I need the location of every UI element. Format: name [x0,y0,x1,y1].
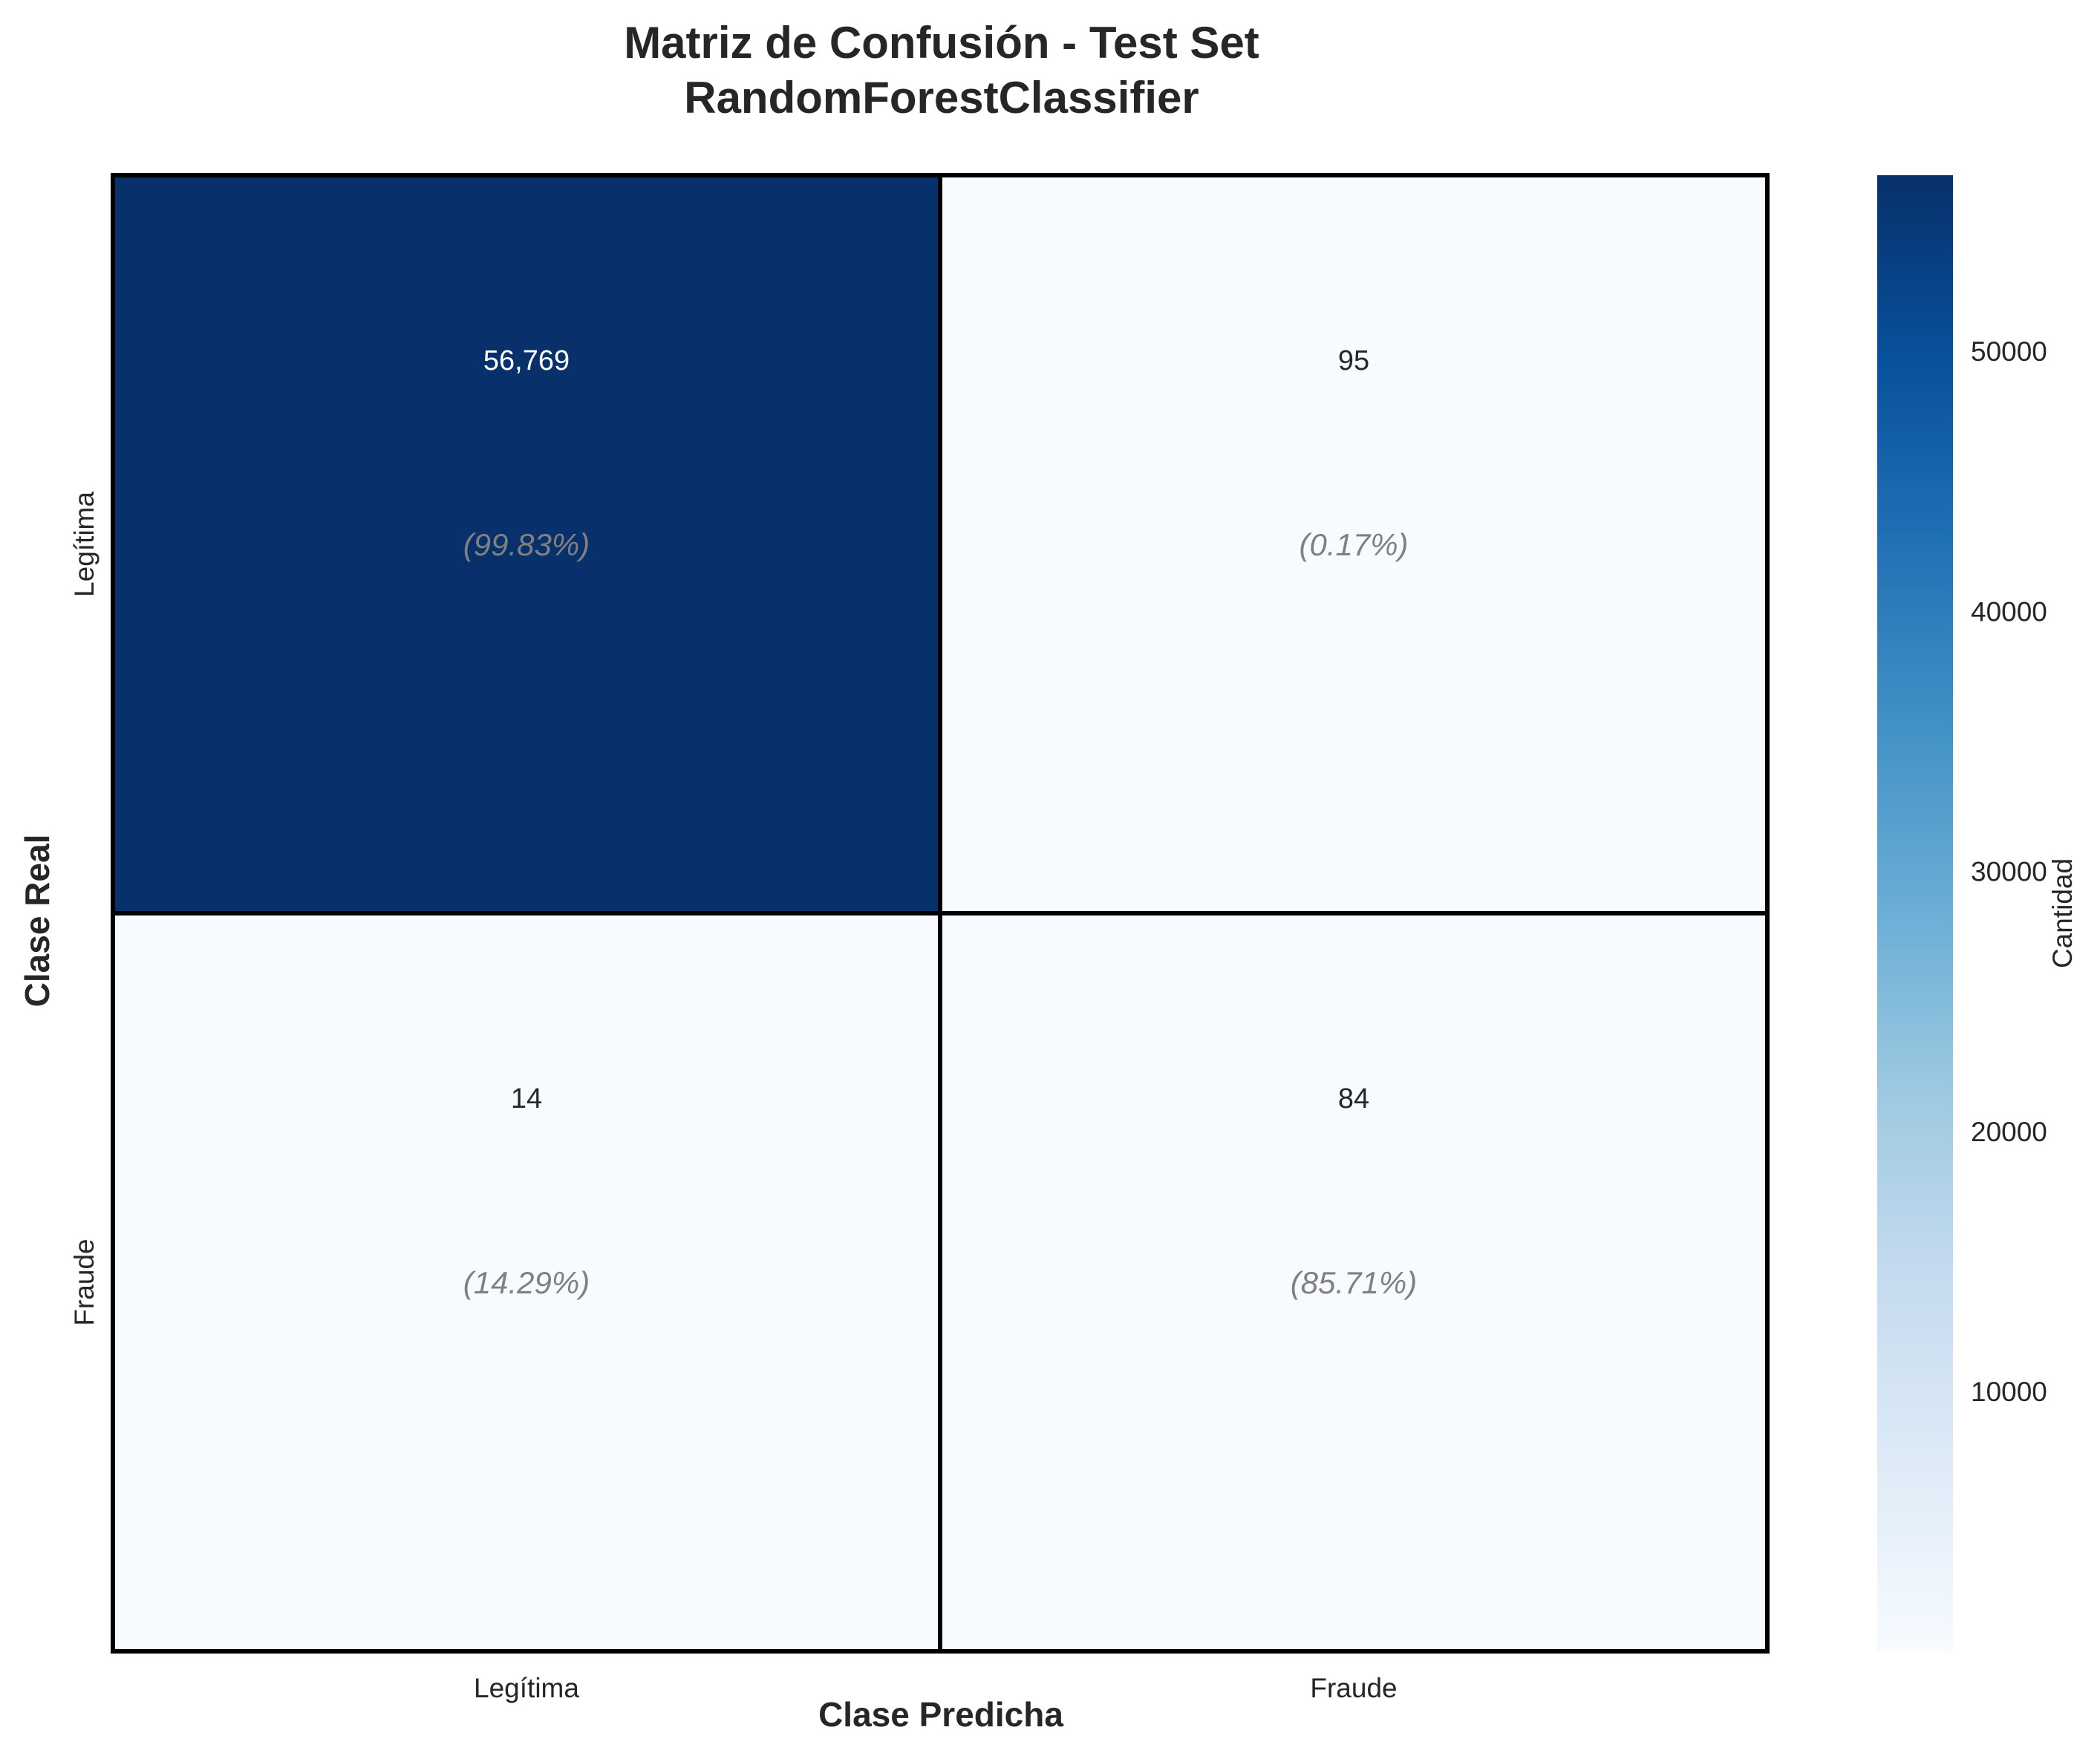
chart-title-line1: Matriz de Confusión - Test Set [624,18,1259,68]
axis-ticks: Legítima Fraude Legítima Fraude [69,492,1398,1703]
heatmap-cell [938,911,1770,1654]
cell-percent-label: (0.17%) [1299,527,1408,562]
colorbar-tick-label: 30000 [1971,857,2047,887]
colorbar-tick-label: 50000 [1971,336,2047,367]
cell-count-label: 14 [511,1083,542,1114]
x-axis-label: Clase Predicha [818,1695,1063,1734]
cell-percent-label: (85.71%) [1291,1265,1417,1300]
heatmap-cell [938,173,1770,915]
y-tick-label: Fraude [69,1238,100,1325]
colorbar-gradient [1877,175,1953,1651]
cell-count-label: 95 [1338,345,1369,376]
colorbar: 10000 20000 30000 40000 50000 Cantidad [1877,175,2078,1651]
cell-count-label: 56,769 [483,345,570,376]
y-tick-label: Legítima [69,492,100,597]
chart-title-line2: RandomForestClassifier [684,73,1199,123]
heatmap-cells: 56,769 (99.83%) 95 (0.17%) 14 (14.29%) 84 (85.7… [111,173,1770,1654]
cell-count-label: 84 [1338,1083,1369,1114]
colorbar-ticks: 10000 20000 30000 40000 50000 [1971,336,2047,1407]
heatmap-cell [111,173,942,915]
cell-percent-label: (99.83%) [463,527,590,562]
x-tick-label: Fraude [1310,1673,1397,1703]
x-tick-label: Legítima [474,1673,579,1703]
colorbar-tick-label: 40000 [1971,596,2047,627]
cell-percent-label: (14.29%) [463,1265,590,1300]
colorbar-tick-label: 20000 [1971,1117,2047,1147]
colorbar-tick-label: 10000 [1971,1377,2047,1407]
y-axis-label: Clase Real [18,835,56,1008]
colorbar-label: Cantidad [2047,858,2078,968]
heatmap-cell [111,911,942,1654]
